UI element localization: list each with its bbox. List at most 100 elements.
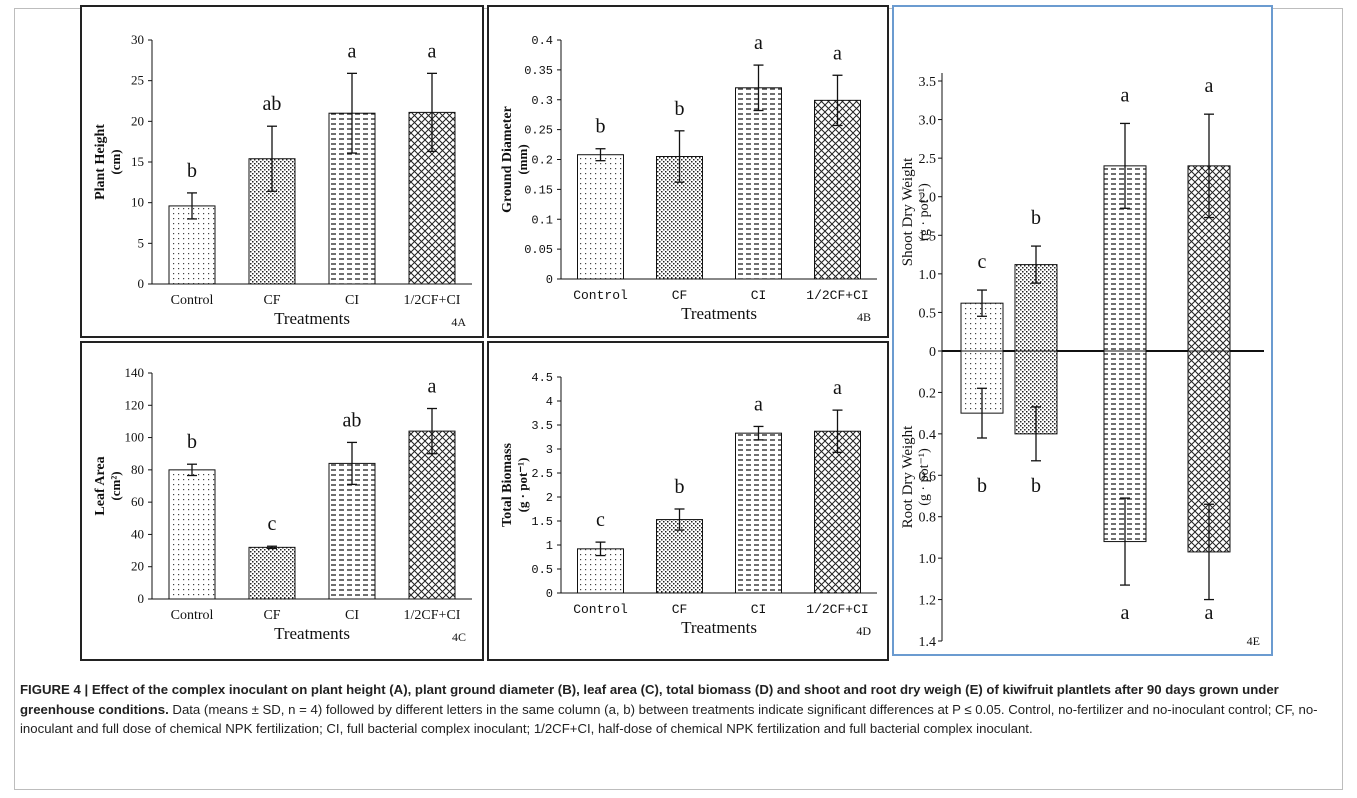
panel-label: 4A [451,315,466,329]
x-tick-label: CF [263,293,280,308]
shoot-significance-letter: b [1031,207,1041,229]
panel-label: 4E [1247,634,1260,648]
significance-letter: a [754,393,763,415]
y-tick-label: 3 [546,443,553,457]
x-tick-label: CI [345,608,359,623]
y-tick-label: 40 [131,526,144,541]
shoot-tick-label: 2.0 [919,191,937,206]
root-tick-label: 0.4 [919,428,937,443]
root-significance-letter: b [977,475,987,497]
y-tick-label: 140 [125,365,145,380]
panel-label: 4D [856,624,871,638]
y-tick-label: 0.3 [531,94,553,108]
significance-letter: ab [343,409,362,431]
x-axis-label: Treatments [274,624,350,643]
bar [328,462,376,600]
y-axis-label: Ground Diameter [500,106,515,213]
shoot-tick-label: 2.5 [919,152,937,167]
significance-letter: b [675,98,685,120]
y-tick-label: 0.4 [531,34,553,48]
significance-letter: a [428,40,437,62]
root-axis-unit: (g · pot⁻¹) [917,448,932,506]
root-tick-label: 1.0 [919,552,937,567]
y-tick-label: 10 [131,195,144,210]
y-tick-label: 0.5 [531,563,553,577]
bar [408,430,456,600]
y-tick-label: 1.5 [531,515,553,529]
significance-letter: ab [263,93,282,115]
y-tick-label: 0 [546,587,553,601]
x-tick-label: Control [573,602,628,617]
x-tick-label: CF [672,602,688,617]
y-tick-label: 20 [131,559,144,574]
y-tick-label: 20 [131,113,144,128]
root-tick-label: 0.8 [919,511,937,526]
y-tick-label: 2.5 [531,467,553,481]
y-tick-label: 0 [138,591,145,606]
bar [735,432,782,594]
significance-letter: a [428,376,437,398]
y-axis-label: Leaf Area [93,456,108,515]
panel-total-biomass: 0 0.5 1 1.5 2 2.5 3 3.5 4 4.5 c Control b CF a CI a 1/2CF… [487,341,889,661]
shoot-tick-label: 3.0 [919,114,937,129]
y-tick-label: 0.1 [531,213,553,227]
significance-letter: b [187,160,197,182]
y-axis-label: Plant Height [93,124,108,200]
chart-ground-diameter: 0 0.05 0.1 0.15 0.2 0.25 0.3 0.35 0.4 b Control b CF… [500,32,877,324]
y-axis-unit: (cm) [108,149,123,174]
x-tick-label: CI [751,288,767,303]
x-tick-label: 1/2CF+CI [404,293,461,308]
y-tick-label: 60 [131,494,144,509]
bar [577,154,624,280]
y-tick-label: 80 [131,462,144,477]
y-axis-unit: (g · pot⁻¹) [515,458,530,513]
bar [814,99,861,280]
significance-letter: c [596,509,605,531]
root-significance-letter: a [1121,602,1130,624]
chart-leaf-area: 0 20 40 60 80 100 120 140 b Control c CF ab CI a 1/2CF+… [93,365,472,644]
significance-letter: b [675,476,685,498]
panel-plant-height: 0 5 10 15 20 25 30 b Control ab CF a CI a 1/2CF+CI Plan… [80,5,484,338]
significance-letter: c [268,513,277,535]
y-axis-label: Total Biomass [500,443,515,527]
significance-letter: a [833,42,842,64]
shoot-tick-label: 3.5 [919,75,937,90]
chart-total-biomass: 0 0.5 1 1.5 2 2.5 3 3.5 4 4.5 c Control b CF a CI a 1/2CF… [500,371,877,638]
y-tick-label: 0.35 [524,64,553,78]
caption-title: FIGURE 4 | Effect of the complex inocula… [20,682,1279,717]
y-tick-label: 4.5 [531,371,553,385]
shoot-significance-letter: a [1121,84,1130,106]
y-tick-label: 3.5 [531,419,553,433]
y-tick-label: 0.25 [524,124,553,138]
y-tick-label: 30 [131,32,144,47]
shoot-tick-label: 0.5 [919,306,937,321]
significance-letter: a [348,40,357,62]
shoot-axis-label: Shoot Dry Weight [900,157,916,266]
root-significance-letter: a [1205,602,1214,624]
y-axis-unit: (cm²) [108,471,123,500]
significance-letter: a [754,32,763,54]
bar [814,430,861,594]
y-tick-label: 1 [546,539,553,553]
chart-shoot-root-dry-weight: 0 0.5 1.0 1.5 2.0 2.5 3.0 3.5 0.2 0.4 0.6 0.8 1.0 1.2… [900,73,1264,650]
x-tick-label: CF [672,288,688,303]
significance-letter: b [596,116,606,138]
significance-letter: a [833,377,842,399]
panel-ground-diameter: 0 0.05 0.1 0.15 0.2 0.25 0.3 0.35 0.4 b Control b CF… [487,5,889,338]
x-axis-label: Treatments [274,309,350,328]
x-tick-label: CI [751,602,767,617]
x-tick-label: Control [573,288,628,303]
y-tick-label: 4 [546,395,553,409]
root-significance-letter: b [1031,475,1041,497]
significance-letter: b [187,431,197,453]
y-tick-label: 0.15 [524,183,553,197]
x-axis-label: Treatments [681,304,757,323]
shoot-tick-label: 1.5 [919,229,937,244]
x-tick-label: 1/2CF+CI [404,608,461,623]
x-tick-label: 1/2CF+CI [806,602,868,617]
shoot-significance-letter: c [978,251,987,273]
root-axis-label: Root Dry Weight [900,425,916,529]
figure-caption: FIGURE 4 | Effect of the complex inocula… [20,680,1340,739]
caption-text: Data (means ± SD, n = 4) followed by dif… [20,701,1318,737]
y-tick-label: 0 [546,273,553,287]
